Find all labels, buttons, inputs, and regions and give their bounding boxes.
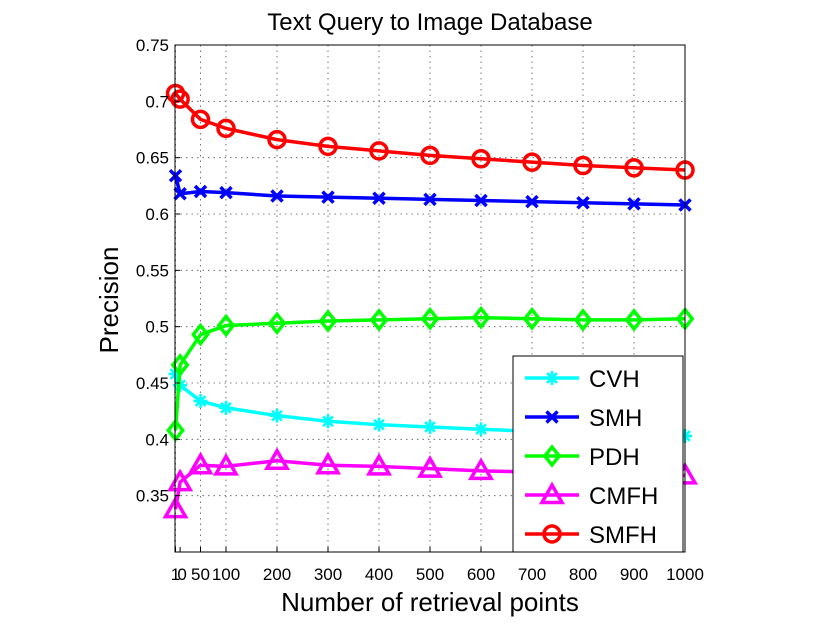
- data-point-cvh: [168, 366, 183, 381]
- data-point-smfh: [190, 109, 211, 130]
- data-point-smfh: [624, 158, 644, 178]
- y-tick-label: 0.35: [136, 487, 169, 506]
- data-point-smh: [627, 197, 641, 211]
- x-tick-label: 100: [212, 565, 240, 584]
- legend-marker-cvh: [545, 371, 559, 385]
- legend-item-smfh: SMFH: [525, 522, 657, 549]
- series-pdh: [166, 305, 695, 443]
- legend-marker-cmfh: [538, 481, 566, 505]
- data-point-smh: [525, 194, 539, 209]
- data-point-smfh: [369, 141, 389, 161]
- data-point-smfh: [522, 152, 542, 172]
- data-point-cvh: [193, 394, 208, 409]
- legend-item-smh: SMH: [525, 405, 642, 432]
- data-point-smh: [193, 184, 208, 199]
- y-axis-label: Precision: [94, 247, 124, 354]
- y-tick-label: 0.65: [136, 149, 169, 168]
- legend-label-cmfh: CMFH: [589, 483, 658, 510]
- legend-label-pdh: PDH: [589, 444, 640, 471]
- data-point-smh: [576, 195, 590, 210]
- x-tick-label: 600: [467, 565, 495, 584]
- data-point-cmfh: [314, 451, 342, 475]
- data-point-smfh: [420, 145, 440, 166]
- series-smfh: [165, 83, 695, 180]
- data-point-cmfh: [467, 457, 495, 481]
- data-point-smfh: [471, 149, 491, 169]
- data-point-pdh: [216, 313, 236, 338]
- data-point-smh: [474, 193, 488, 208]
- data-point-cvh: [321, 414, 335, 429]
- data-point-smh: [173, 186, 187, 201]
- axes: 1 50 100 200 300 400 500 600 700 800 900 1000 0 0.35 0…: [136, 36, 704, 584]
- data-point-smh: [219, 185, 233, 200]
- x-tick-label: 300: [314, 565, 342, 584]
- legend-marker-smfh: [542, 524, 562, 544]
- data-point-pdh: [573, 308, 593, 332]
- legend-item-pdh: PDH: [525, 444, 640, 471]
- data-point-cmfh: [162, 495, 189, 519]
- data-point-cmfh: [187, 451, 214, 475]
- y-tick-label: 0.5: [145, 318, 169, 337]
- data-point-smfh: [216, 118, 236, 139]
- x-tick-label: 1000: [666, 565, 704, 584]
- data-point-pdh: [267, 311, 287, 336]
- data-point-cvh: [423, 419, 437, 434]
- y-tick-label: 0.55: [136, 261, 169, 280]
- legend-label-smh: SMH: [589, 405, 642, 432]
- data-point-smfh: [318, 136, 338, 157]
- x-tick-label: 200: [263, 565, 291, 584]
- legend-marker-pdh: [542, 444, 562, 468]
- data-point-pdh: [318, 309, 338, 333]
- data-point-smfh: [170, 89, 190, 109]
- data-point-cmfh: [365, 452, 393, 476]
- y-tick-label: 0.4: [145, 430, 169, 449]
- data-point-smh: [168, 168, 183, 183]
- data-point-pdh: [522, 306, 542, 331]
- x-tick-label: 500: [416, 565, 444, 584]
- x-tick-label: 0: [177, 565, 186, 584]
- data-point-smh: [270, 189, 284, 203]
- legend-marker-smh: [545, 410, 559, 424]
- y-tick-label: 0.6: [145, 205, 169, 224]
- y-tick-label: 0.75: [136, 36, 169, 55]
- series-line-smfh: [174, 92, 686, 172]
- data-point-cvh: [372, 417, 386, 432]
- chart-title: Text Query to Image Database: [267, 9, 593, 36]
- data-point-pdh: [471, 305, 491, 330]
- data-point-smh: [321, 190, 335, 204]
- data-point-smh: [372, 191, 386, 205]
- data-point-cmfh: [263, 447, 291, 470]
- y-tick-label: 0.45: [136, 374, 169, 393]
- data-point-pdh: [191, 322, 210, 347]
- data-point-cvh: [219, 400, 233, 415]
- legend-box: [512, 355, 684, 553]
- legend-label-cvh: CVH: [589, 366, 640, 393]
- x-tick-label: 700: [518, 565, 546, 584]
- data-point-smfh: [573, 155, 593, 176]
- x-tick-label: 900: [620, 565, 648, 584]
- x-tick-label: 400: [365, 565, 393, 584]
- data-point-cvh: [474, 422, 488, 437]
- series-smh: [168, 168, 692, 212]
- data-point-cvh: [270, 408, 284, 423]
- x-tick-label: 1: [171, 565, 180, 584]
- x-axis-label: Number of retrieval points: [281, 587, 579, 617]
- data-point-pdh: [369, 308, 389, 332]
- series-line-pdh: [173, 315, 686, 431]
- legend: CVH SMH PDH CMFH SMFH: [512, 355, 684, 553]
- data-point-smh: [423, 192, 437, 207]
- legend-label-smfh: SMFH: [589, 522, 657, 549]
- data-point-smfh: [267, 129, 287, 150]
- data-point-cmfh: [212, 452, 240, 476]
- data-point-cmfh: [416, 455, 444, 478]
- data-point-pdh: [624, 308, 644, 332]
- legend-item-cvh: CVH: [525, 366, 640, 393]
- x-tick-label: 50: [191, 565, 210, 584]
- legend-item-cmfh: CMFH: [525, 481, 658, 510]
- x-tick-label: 800: [569, 565, 597, 584]
- data-point-pdh: [420, 306, 440, 331]
- y-tick-label: 0.7: [145, 92, 169, 111]
